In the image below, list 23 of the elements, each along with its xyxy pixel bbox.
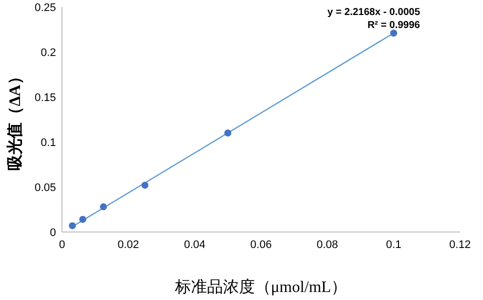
x-tick-label: 0.12 <box>449 239 471 251</box>
point <box>100 203 107 210</box>
y-tick-label: 0.25 <box>34 2 56 14</box>
x-axis-title: 标准品浓度（μmol/mL） <box>174 278 348 296</box>
point <box>224 130 232 136</box>
point <box>390 30 398 37</box>
y-tick-label: 0.05 <box>34 182 56 194</box>
y-tick-label: 0.1 <box>40 137 56 149</box>
point <box>68 222 76 230</box>
point <box>79 216 86 223</box>
annotation: y = 2.2168x - 0.0005 <box>327 7 420 18</box>
x-tick-label: 0.06 <box>250 239 272 251</box>
y-tick-label: 0 <box>50 227 56 239</box>
y-tick-label: 0.2 <box>40 47 56 59</box>
x-tick-label: 0.08 <box>316 239 338 251</box>
x-tick-label: 0 <box>58 239 66 251</box>
x-tick-label: 0.04 <box>184 239 206 251</box>
point <box>141 182 148 189</box>
x-tick-label: 0.1 <box>386 239 402 251</box>
annotation: R² = 0.9996 <box>367 20 420 31</box>
y-axis-title: 吸光值（ΔA） <box>6 68 24 170</box>
y-tick-label: 0.15 <box>34 92 56 104</box>
x-tick-label: 0.02 <box>118 239 140 251</box>
